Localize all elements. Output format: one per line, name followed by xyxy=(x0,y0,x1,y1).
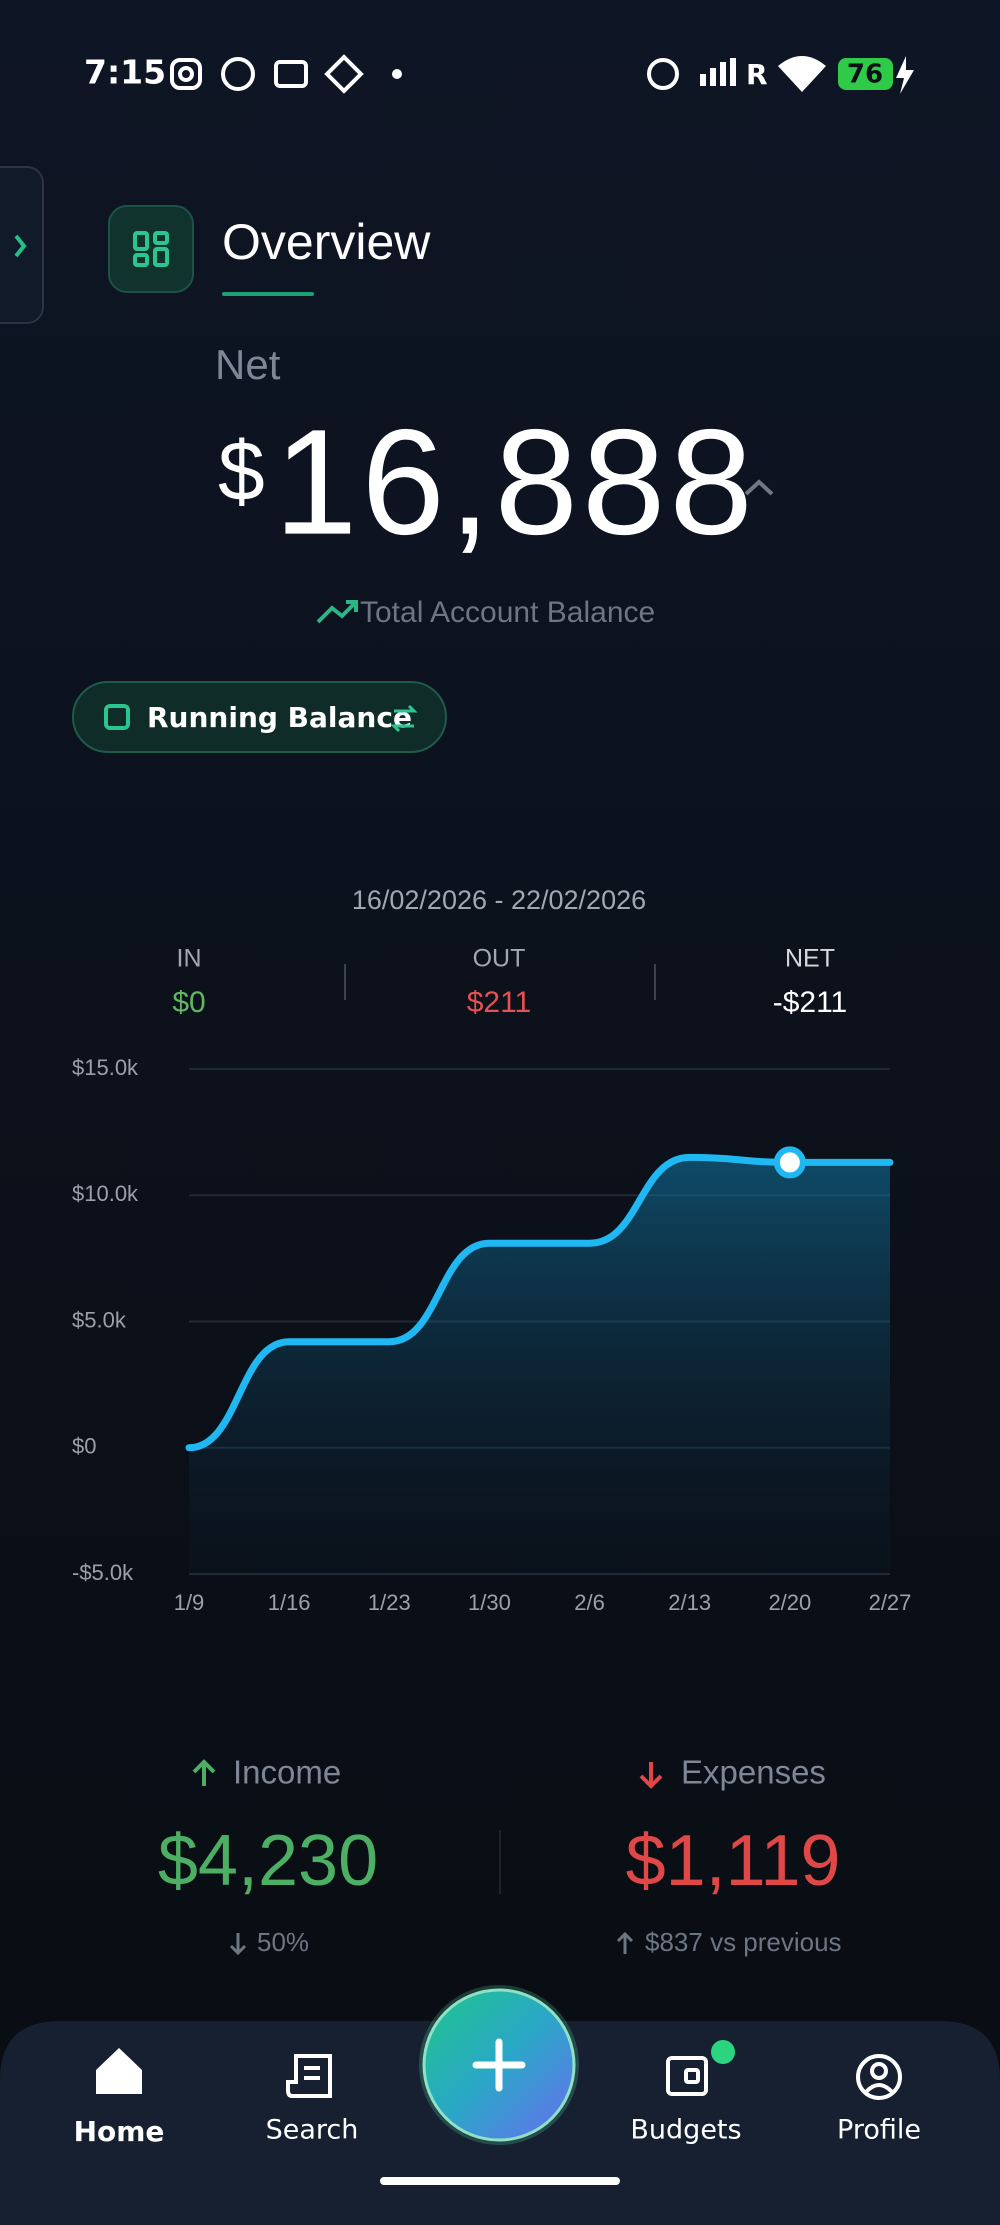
net-period-value: -$211 xyxy=(773,986,848,1019)
divider xyxy=(654,964,656,1000)
x-tick-label: 2/20 xyxy=(768,1590,811,1615)
budgets-badge xyxy=(711,2040,735,2064)
income-label: Income xyxy=(233,1754,341,1791)
home-icon[interactable] xyxy=(96,2048,142,2094)
expenses-arrow xyxy=(639,1762,663,1789)
wifi-icon xyxy=(778,56,826,92)
battery xyxy=(838,58,893,90)
expenses-change-arrow xyxy=(616,1931,634,1954)
charging-icon xyxy=(896,56,914,94)
income-change: 50% xyxy=(257,1927,309,1957)
nav-budgets[interactable]: Budgets xyxy=(630,2115,741,2146)
divider xyxy=(499,1830,501,1894)
status-icons xyxy=(170,54,679,94)
x-tick-label: 1/23 xyxy=(368,1590,411,1615)
y-tick-label: $10.0k xyxy=(72,1181,139,1206)
status-dot xyxy=(392,69,402,79)
net-amount: 16,888 xyxy=(274,398,757,566)
battery-level: 76 xyxy=(847,60,883,90)
header-icon xyxy=(108,205,194,293)
collapse-caret[interactable] xyxy=(744,479,774,496)
highlight-point xyxy=(773,1146,806,1179)
drawer-chevron xyxy=(14,234,27,258)
y-tick-label: $0 xyxy=(72,1434,96,1459)
income-value: $4,230 xyxy=(158,1821,378,1901)
budgets-icon[interactable] xyxy=(666,2056,708,2096)
status-signal-label: R xyxy=(746,58,768,91)
income-arrow xyxy=(192,1759,216,1786)
expenses-label: Expenses xyxy=(681,1754,826,1791)
x-tick-label: 1/30 xyxy=(468,1590,511,1615)
expenses-value: $1,119 xyxy=(626,1821,841,1901)
add-icon xyxy=(472,2038,526,2092)
balance-line xyxy=(185,1153,894,1452)
period-range: 16/02/2026 - 22/02/2026 xyxy=(352,885,646,915)
x-tick-label: 2/6 xyxy=(574,1590,605,1615)
trend-icon xyxy=(316,600,358,624)
net-currency: $ xyxy=(218,424,265,518)
profile-icon[interactable] xyxy=(856,2054,902,2100)
x-tick-label: 1/16 xyxy=(268,1590,311,1615)
nav-search[interactable]: Search xyxy=(266,2115,359,2146)
title-underline xyxy=(222,292,314,296)
in-value: $0 xyxy=(172,986,205,1019)
swap-icon xyxy=(390,704,418,733)
out-value: $211 xyxy=(467,986,532,1019)
page-title: Overview xyxy=(222,214,431,270)
nav-profile[interactable]: Profile xyxy=(837,2115,921,2146)
x-tick-label: 2/13 xyxy=(668,1590,711,1615)
running-balance-toggle[interactable] xyxy=(72,681,447,753)
net-label: Net xyxy=(215,341,281,388)
signal-bars xyxy=(700,58,736,86)
toggle-label: Running Balance xyxy=(147,701,412,734)
x-tick-label: 2/27 xyxy=(869,1590,912,1615)
wallet-glyph xyxy=(104,704,130,730)
income-change-arrow xyxy=(229,1933,247,1956)
y-tick-label: $15.0k xyxy=(72,1055,139,1080)
running-balance-chart: -$5.0k $0 $5.0k $10.0k $15.0k 1/9 1/16 1/23 1/30… xyxy=(72,1055,911,1615)
divider xyxy=(344,964,346,1000)
net-caption: Total Account Balance xyxy=(360,596,655,629)
net-period-label: NET xyxy=(785,945,835,973)
nav-home[interactable]: Home xyxy=(74,2115,165,2148)
out-label: OUT xyxy=(473,945,526,973)
area-fill xyxy=(189,1157,890,1574)
x-tick-label: 1/9 xyxy=(174,1590,205,1615)
y-tick-label: -$5.0k xyxy=(72,1560,134,1585)
in-label: IN xyxy=(177,945,202,973)
y-tick-label: $5.0k xyxy=(72,1307,127,1332)
dashboard-glyph xyxy=(133,231,169,267)
expenses-change: $837 vs previous xyxy=(645,1927,842,1957)
search-icon[interactable] xyxy=(286,2054,332,2098)
home-indicator xyxy=(380,2177,620,2185)
status-time: 7:15 xyxy=(84,53,166,92)
